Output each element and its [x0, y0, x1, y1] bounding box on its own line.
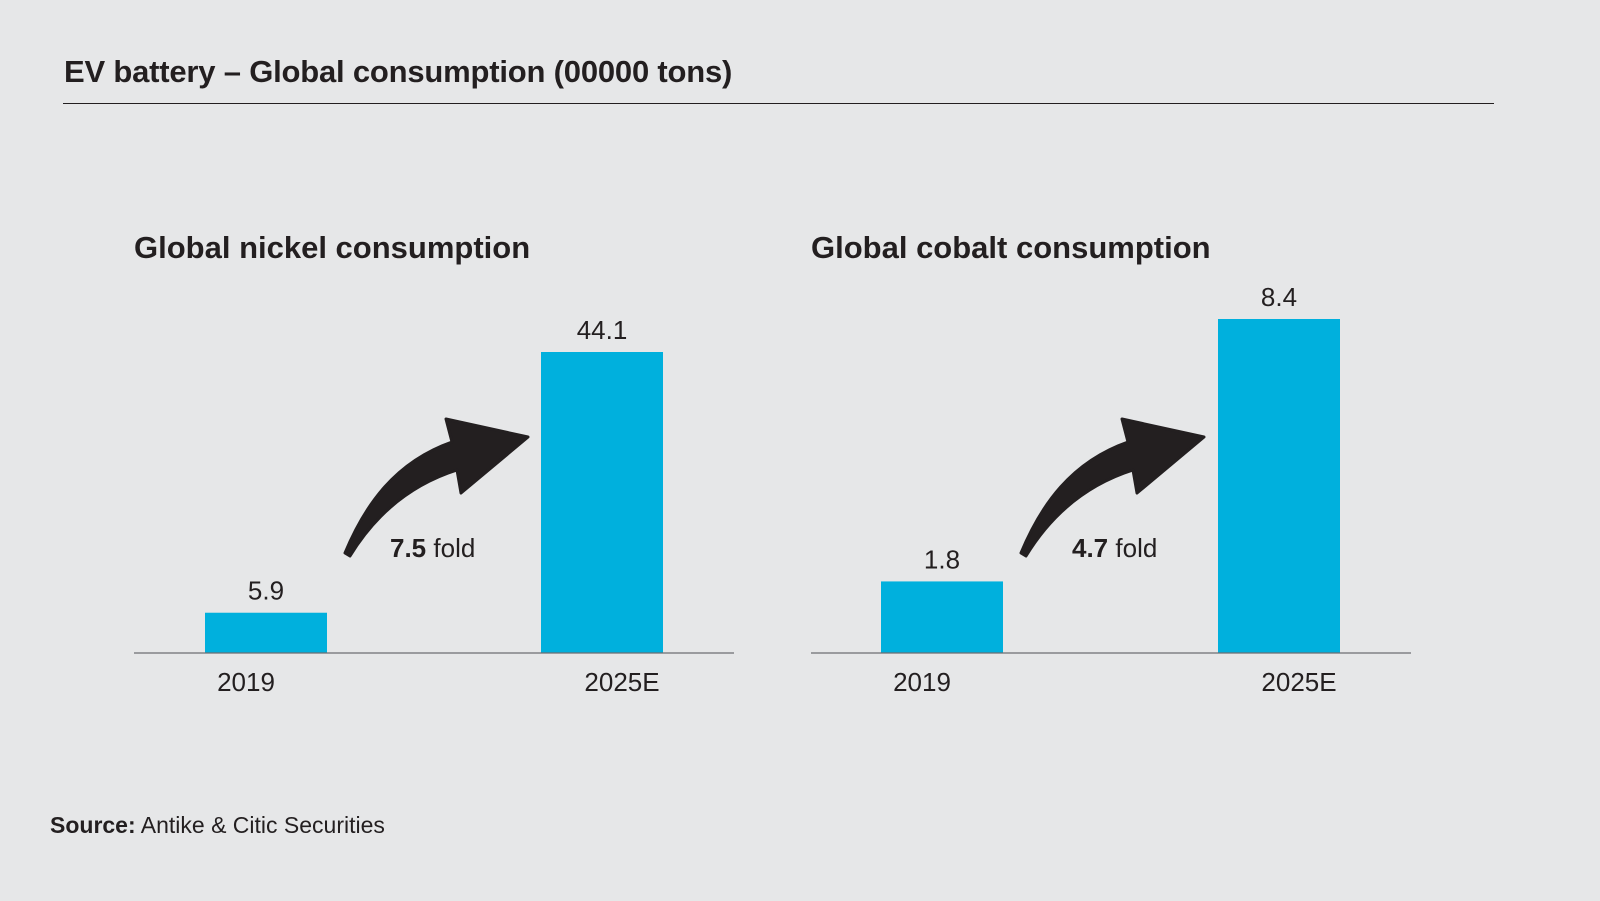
cobalt-chart-title: Global cobalt consumption: [811, 230, 1211, 265]
nickel-chart-title: Global nickel consumption: [134, 230, 531, 265]
cobalt-fold-annotation: 4.7 fold: [1072, 533, 1157, 563]
source-label: Source:: [50, 812, 136, 838]
source-text: Antike & Citic Securities: [140, 812, 385, 838]
title-divider: [63, 103, 1494, 104]
nickel-value-label-2019: 5.9: [248, 576, 284, 606]
nickel-value-label-2025e: 44.1: [577, 315, 628, 345]
source-note: Source: Antike & Citic Securities: [50, 812, 385, 839]
cobalt-value-label-2025e: 8.4: [1261, 282, 1297, 312]
cobalt-fold-suffix: fold: [1108, 533, 1157, 563]
nickel-category-label-2019: 2019: [217, 667, 275, 697]
cobalt-fold-value: 4.7: [1072, 533, 1108, 563]
page-title: EV battery – Global consumption (00000 t…: [64, 54, 733, 89]
cobalt-category-label-2025e: 2025E: [1261, 667, 1336, 697]
nickel-fold-suffix: fold: [426, 533, 475, 563]
nickel-fold-annotation: 7.5 fold: [390, 533, 475, 563]
cobalt-growth-arrow-icon: [1019, 417, 1206, 558]
nickel-bar-2025e: [541, 352, 663, 653]
nickel-bar-2019: [205, 612, 327, 653]
nickel-growth-arrow-icon: [343, 417, 530, 558]
cobalt-category-label-2019: 2019: [893, 667, 951, 697]
nickel-fold-value: 7.5: [390, 533, 426, 563]
cobalt-bar-2025e: [1218, 319, 1340, 653]
nickel-category-label-2025e: 2025E: [584, 667, 659, 697]
cobalt-value-label-2019: 1.8: [924, 544, 960, 574]
cobalt-bar-2019: [881, 581, 1003, 653]
